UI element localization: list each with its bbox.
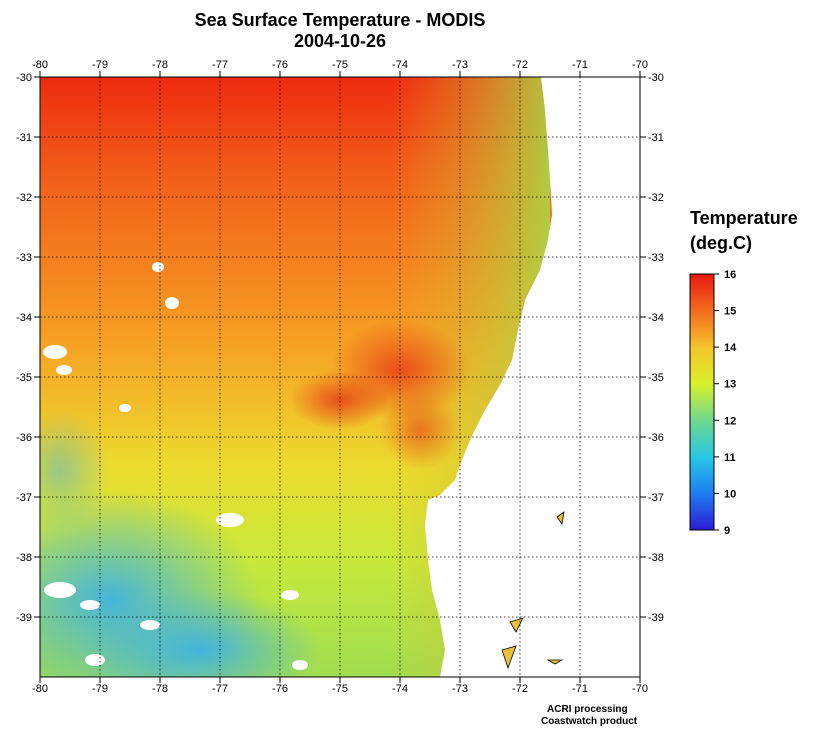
lon-label-bottom: -77 [212,683,228,695]
lon-label-bottom: -79 [92,683,108,695]
lon-label-bottom: -70 [632,683,648,695]
cloud-gaps [43,262,308,670]
lat-label-left: -35 [16,372,32,384]
lat-label-left: -32 [16,192,32,204]
lon-label-top: -79 [92,59,108,71]
lat-label-left: -31 [16,132,32,144]
lat-label-left: -37 [16,492,32,504]
lat-label-left: -30 [16,72,32,84]
lat-label-right: -33 [648,252,664,264]
lon-label-bottom: -80 [32,683,48,695]
lat-label-left: -38 [16,552,32,564]
legend-unit: (deg.C) [690,233,752,253]
lat-label-right: -39 [648,612,664,624]
legend-tick-label: 9 [724,525,730,537]
sst-field [40,77,640,677]
lon-label-top: -80 [32,59,48,71]
lon-label-top: -78 [152,59,168,71]
lat-label-left: -34 [16,312,32,324]
lon-label-top: -75 [332,59,348,71]
lat-label-right: -30 [648,72,664,84]
lat-label-right: -36 [648,432,664,444]
lon-label-top: -70 [632,59,648,71]
legend-ticks: 16 15 14 13 12 11 10 9 [714,269,737,537]
lon-label-bottom: -75 [332,683,348,695]
lon-label-top: -71 [572,59,588,71]
lon-label-bottom: -71 [572,683,588,695]
lat-label-right: -31 [648,132,664,144]
legend-tick-label: 10 [724,488,736,500]
lon-label-top: -76 [272,59,288,71]
lat-label-right: -38 [648,552,664,564]
map-date: 2004-10-26 [293,31,387,51]
credit-product: Coastwatch product [541,716,638,727]
legend-tick-label: 14 [724,342,737,354]
legend-title: Temperature [690,208,798,228]
legend-tick-label: 16 [724,269,736,281]
lon-label-bottom: -76 [272,683,288,695]
lon-label-top: -74 [392,59,408,71]
lat-label-right: -32 [648,192,664,204]
graticule [34,71,646,683]
legend-tick-label: 13 [724,379,736,391]
lat-label-left: -39 [16,612,32,624]
lon-label-bottom: -73 [452,683,468,695]
lon-label-top: -77 [212,59,228,71]
lat-label-right: -35 [648,372,664,384]
lat-label-right: -34 [648,312,664,324]
lon-label-bottom: -72 [512,683,528,695]
legend-colorbar [689,273,715,531]
credit-processing: ACRI processing [547,704,628,715]
axis-tick-labels: -80 -80 -79 -79 -78 -78 -77 -77 -76 -76 -75 -75 -74 -… [16,59,664,695]
lat-label-left: -36 [16,432,32,444]
legend-tick-label: 15 [724,306,736,318]
legend-tick-label: 11 [724,452,736,464]
map-title: Sea Surface Temperature - MODIS [194,10,486,30]
lon-label-top: -73 [452,59,468,71]
legend-tick-label: 12 [724,415,736,427]
lat-label-left: -33 [16,252,32,264]
lon-label-bottom: -78 [152,683,168,695]
lon-label-bottom: -74 [392,683,408,695]
lat-label-right: -37 [648,492,664,504]
lon-label-top: -72 [512,59,528,71]
